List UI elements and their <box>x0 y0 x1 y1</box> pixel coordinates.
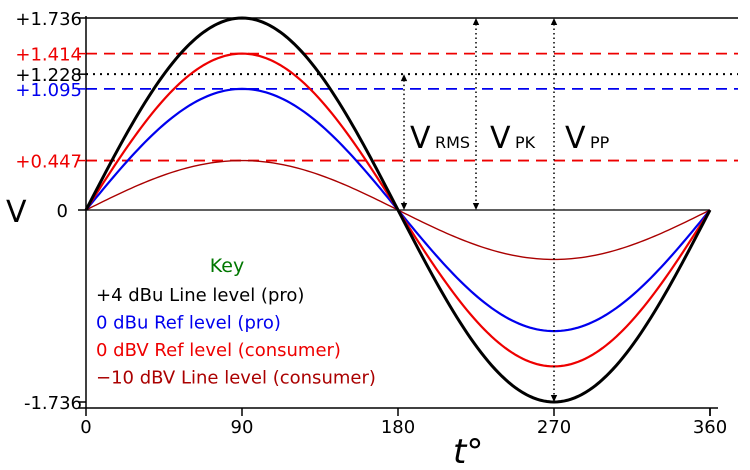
reference-lines <box>86 17 738 162</box>
arrow-head-bottom-0 <box>400 203 408 210</box>
annotation-sublabel-0: RMS <box>435 133 470 152</box>
y-axis-label: V <box>6 195 27 230</box>
y-tick-label-2: +1.228 <box>15 65 82 86</box>
annotation-sublabel-2: PP <box>590 133 610 152</box>
series-line-0 <box>84 16 712 404</box>
arrow-head-top-1 <box>472 18 480 25</box>
legend: Key +4 dBu Line level (pro) 0 dBu Ref lev… <box>96 255 376 389</box>
y-tick-label-0: +1.736 <box>15 9 82 30</box>
legend-title: Key <box>210 255 244 277</box>
legend-item-3: −10 dBV Line level (consumer) <box>96 368 376 389</box>
arrow-head-bottom-1 <box>472 203 480 210</box>
x-tick-label-2: 180 <box>381 417 415 438</box>
arrow-head-bottom-2 <box>550 395 558 402</box>
arrow-head-top-0 <box>400 74 408 82</box>
annotation-label-1: V <box>490 121 511 156</box>
y-tick-label-6: -1.736 <box>24 393 82 414</box>
y-tick-label-4: +0.447 <box>15 152 82 173</box>
legend-item-1: 0 dBu Ref level (pro) <box>96 313 281 334</box>
annotation-label-0: V <box>410 121 431 156</box>
y-tick-label-1: +1.414 <box>15 45 82 66</box>
arrow-head-top-2 <box>550 18 558 25</box>
measurement-arrows: V RMS V PK V PP <box>400 18 610 402</box>
x-tick-label-1: 90 <box>231 417 254 438</box>
x-tick-label-3: 270 <box>537 417 571 438</box>
legend-item-0: +4 dBu Line level (pro) <box>96 285 304 306</box>
legend-item-2: 0 dBV Ref level (consumer) <box>96 340 341 361</box>
x-tick-labels: 0 90 180 270 360 <box>80 408 727 438</box>
annotation-label-2: V <box>565 121 586 156</box>
x-tick-label-0: 0 <box>80 417 91 438</box>
series-curves <box>84 16 712 404</box>
y-tick-label-5: 0 <box>57 201 68 222</box>
y-tick-labels: +1.736 +1.414+1.228+1.095 +0.447 0 -1.736 <box>15 9 86 414</box>
annotation-sublabel-1: PK <box>515 133 536 152</box>
y-tick-label-3: +1.095 <box>15 80 82 101</box>
x-axis-label: t° <box>453 432 483 470</box>
x-tick-label-4: 360 <box>693 417 727 438</box>
